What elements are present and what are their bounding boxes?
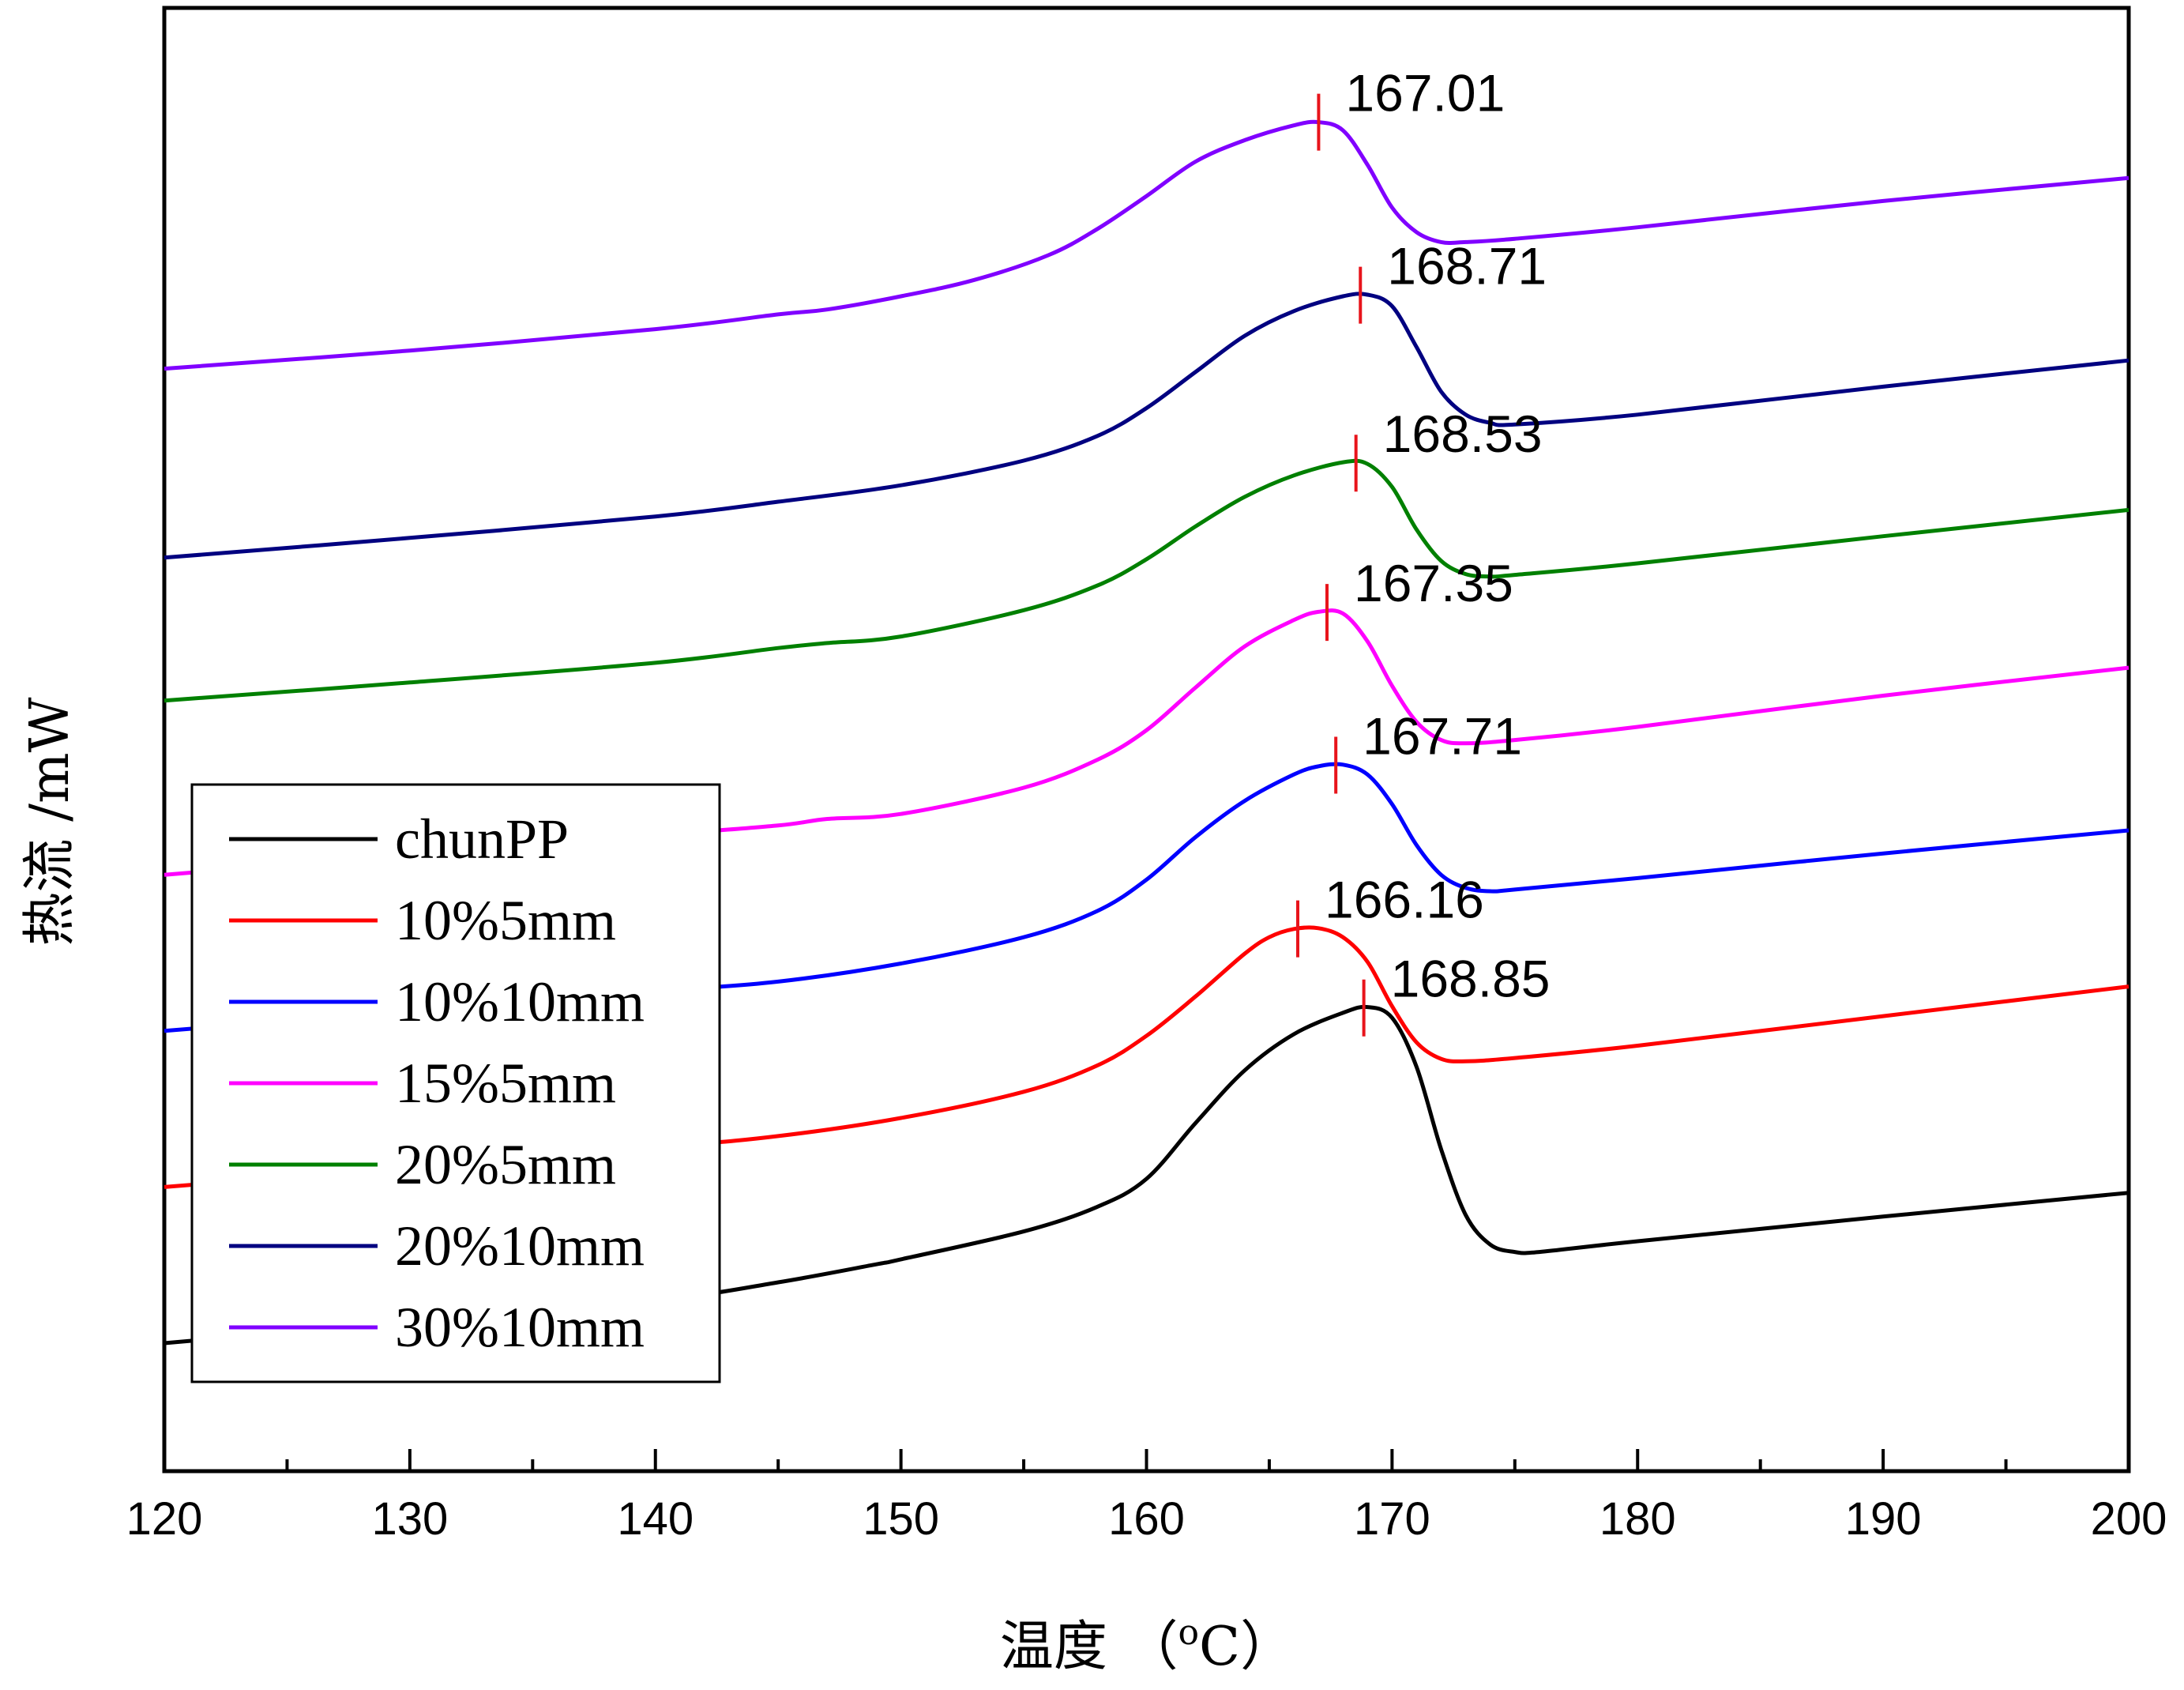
peak-label-6: 168.71 — [1387, 237, 1547, 295]
x-axis-title-unit: C） — [1199, 1616, 1294, 1678]
peak-label-7: 167.01 — [1345, 64, 1505, 122]
peak-label-3: 167.71 — [1363, 706, 1522, 765]
x-tick-label-120: 120 — [126, 1493, 203, 1545]
series-line-2 — [164, 925, 2129, 1189]
x-tick-label-180: 180 — [1599, 1493, 1676, 1545]
legend-label-4: 15%5mm — [395, 1052, 616, 1115]
x-tick-label-190: 190 — [1845, 1493, 1922, 1545]
series-line-4 — [164, 608, 2129, 877]
legend-label-5: 20%5mm — [395, 1133, 616, 1196]
series-line-7 — [164, 119, 2129, 371]
x-tick-label-170: 170 — [1354, 1493, 1430, 1545]
x-tick-label-130: 130 — [371, 1493, 448, 1545]
x-axis-title-degree: o — [1178, 1613, 1200, 1653]
legend-label-3: 10%10mm — [395, 970, 645, 1033]
series-line-1 — [164, 1004, 2129, 1346]
x-tick-label-140: 140 — [617, 1493, 694, 1545]
x-tick-label-150: 150 — [863, 1493, 939, 1545]
x-tick-label-200: 200 — [2091, 1493, 2167, 1545]
series-line-6 — [164, 292, 2129, 560]
legend-label-2: 10%5mm — [395, 889, 616, 952]
x-axis-title-main: 温度 （ — [1000, 1616, 1178, 1678]
peak-label-1: 168.85 — [1391, 950, 1551, 1008]
legend-label-1: chunPP — [395, 807, 569, 871]
legend-entries: chunPP 10%5mm 10%10mm 15%5mm 20%5mm 20%10mm 30… — [229, 807, 645, 1359]
legend-label-7: 30%10mm — [395, 1296, 645, 1359]
series-line-3 — [164, 762, 2129, 1033]
y-axis-title: 热流 /mW — [19, 697, 81, 946]
plot-area: 168.85 166.16 167.71 167.35 168.53 168.71 167.… — [126, 6, 2167, 1545]
peak-label-4: 167.35 — [1354, 554, 1513, 612]
series-layer — [164, 119, 2129, 1346]
legend: chunPP 10%5mm 10%10mm 15%5mm 20%5mm 20%10mm 30… — [190, 783, 721, 1383]
legend-label-6: 20%10mm — [395, 1214, 645, 1278]
peak-label-2: 166.16 — [1325, 871, 1484, 929]
x-tick-label-160: 160 — [1108, 1493, 1185, 1545]
peak-markers: 168.85 166.16 167.71 167.35 168.53 168.71 167.… — [1295, 64, 1551, 1037]
x-axis-title: 温度 （oC） — [1000, 1613, 1294, 1678]
x-axis-ticks: 120 130 140 150 160 170 180 190 200 — [126, 1449, 2167, 1545]
series-line-5 — [164, 458, 2129, 703]
peak-label-5: 168.53 — [1383, 405, 1543, 463]
